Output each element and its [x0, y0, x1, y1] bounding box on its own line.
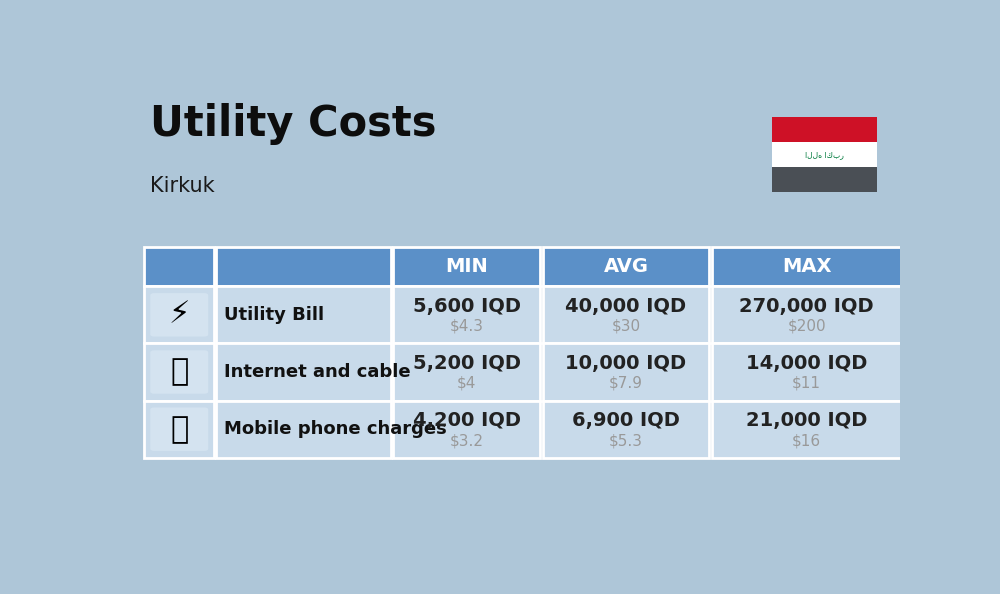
Bar: [543, 400, 709, 458]
Bar: [543, 286, 709, 343]
Text: 14,000 IQD: 14,000 IQD: [746, 354, 867, 373]
Text: Utility Bill: Utility Bill: [224, 306, 324, 324]
Bar: [144, 286, 214, 343]
Bar: [393, 286, 540, 343]
Bar: [216, 343, 391, 400]
Bar: [393, 247, 540, 286]
Bar: [772, 168, 877, 192]
Text: Internet and cable: Internet and cable: [224, 363, 411, 381]
Bar: [712, 400, 902, 458]
Text: $200: $200: [787, 319, 826, 334]
Text: Utility Costs: Utility Costs: [150, 103, 436, 146]
Text: MAX: MAX: [782, 257, 831, 276]
Bar: [216, 400, 391, 458]
FancyBboxPatch shape: [150, 350, 208, 394]
Bar: [772, 117, 877, 142]
Bar: [393, 343, 540, 400]
Text: Mobile phone charges: Mobile phone charges: [224, 420, 447, 438]
Bar: [712, 247, 902, 286]
Text: AVG: AVG: [604, 257, 649, 276]
Bar: [144, 343, 214, 400]
Text: 📱: 📱: [170, 415, 188, 444]
Text: Kirkuk: Kirkuk: [150, 176, 214, 197]
Bar: [216, 247, 391, 286]
Text: 5,200 IQD: 5,200 IQD: [413, 354, 521, 373]
Bar: [216, 286, 391, 343]
Text: $4: $4: [457, 376, 476, 391]
Text: $11: $11: [792, 376, 821, 391]
Text: ⚡: ⚡: [169, 301, 190, 329]
Text: $3.2: $3.2: [450, 433, 484, 448]
Text: 4,200 IQD: 4,200 IQD: [413, 412, 521, 431]
Text: الله اكبر: الله اكبر: [805, 150, 844, 159]
Text: 40,000 IQD: 40,000 IQD: [565, 297, 687, 316]
FancyBboxPatch shape: [150, 407, 208, 451]
Text: $5.3: $5.3: [609, 433, 643, 448]
Text: 📶: 📶: [170, 358, 188, 387]
Text: 6,900 IQD: 6,900 IQD: [572, 412, 680, 431]
Bar: [772, 142, 877, 168]
Text: $7.9: $7.9: [609, 376, 643, 391]
Text: MIN: MIN: [445, 257, 488, 276]
Text: 270,000 IQD: 270,000 IQD: [739, 297, 874, 316]
Bar: [144, 247, 214, 286]
FancyBboxPatch shape: [150, 293, 208, 337]
Bar: [543, 343, 709, 400]
Bar: [712, 286, 902, 343]
Text: $16: $16: [792, 433, 821, 448]
Text: 21,000 IQD: 21,000 IQD: [746, 412, 867, 431]
Bar: [144, 400, 214, 458]
Text: 5,600 IQD: 5,600 IQD: [413, 297, 521, 316]
Text: 10,000 IQD: 10,000 IQD: [565, 354, 687, 373]
Text: $4.3: $4.3: [450, 319, 484, 334]
Text: $30: $30: [611, 319, 641, 334]
Bar: [543, 247, 709, 286]
Bar: [712, 343, 902, 400]
Bar: [393, 400, 540, 458]
